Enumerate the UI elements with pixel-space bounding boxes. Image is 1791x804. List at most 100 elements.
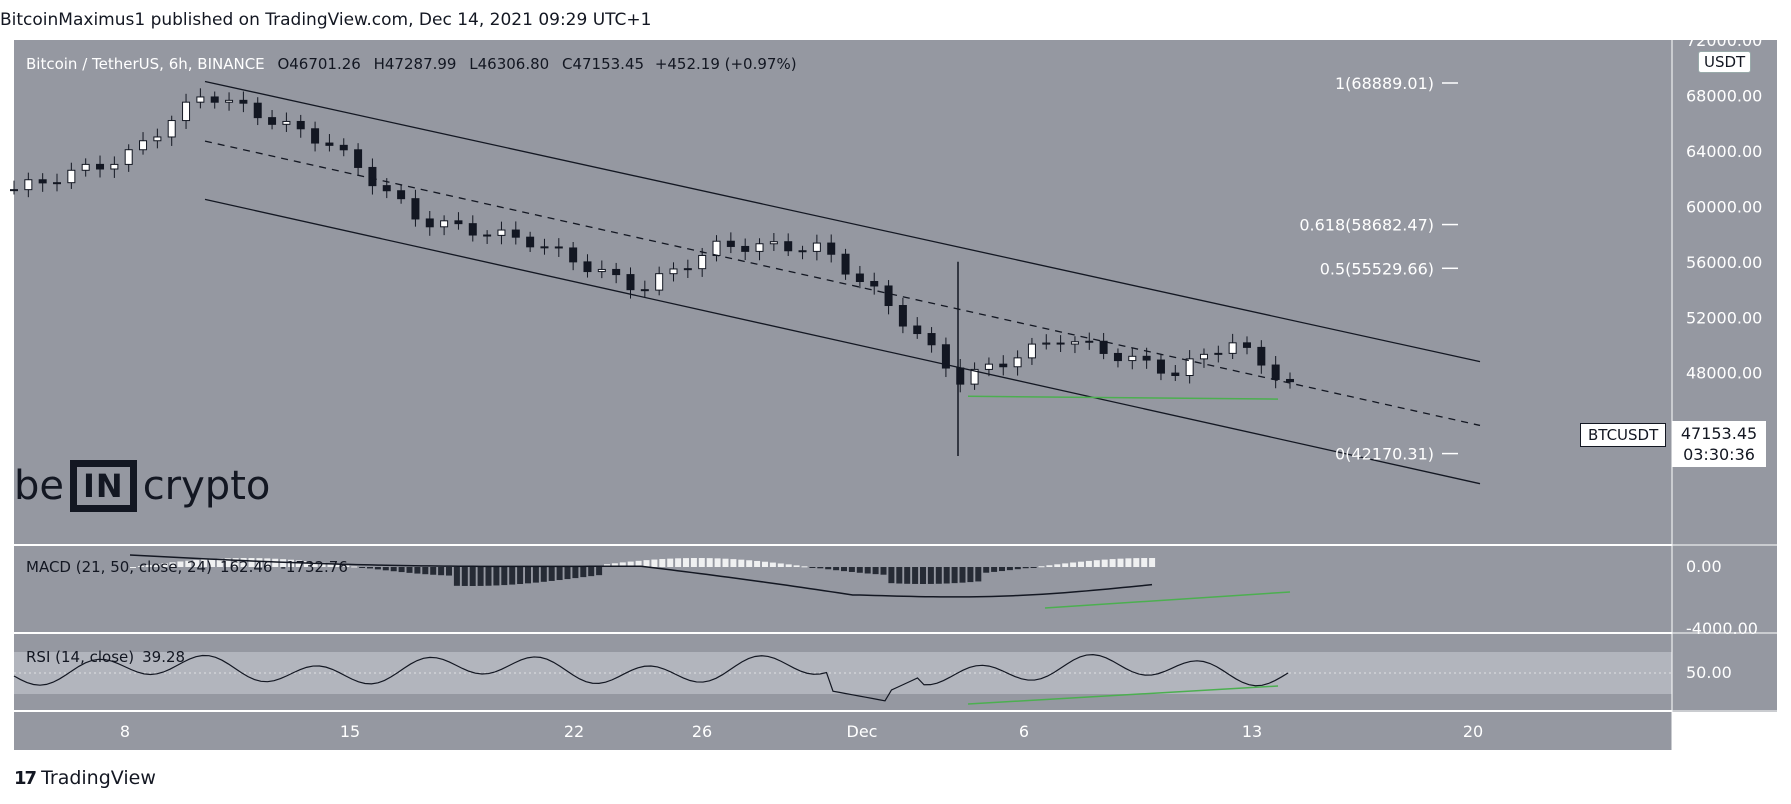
macd-histogram-bar	[817, 567, 824, 569]
bull-candle	[970, 368, 979, 385]
macd-histogram-bar	[1117, 558, 1124, 567]
price-tick-label: 56000.00	[1686, 253, 1762, 272]
macd-histogram-bar	[224, 558, 231, 567]
macd-histogram-bar	[651, 559, 658, 567]
beincrypto-watermark: be IN crypto	[14, 460, 270, 512]
bull-candle	[81, 163, 90, 171]
bear-candle	[354, 149, 363, 168]
macd-histogram-bar	[422, 567, 429, 575]
bull-candle	[1042, 342, 1051, 345]
macd-histogram-bar	[951, 567, 958, 584]
macd-histogram-bar	[920, 567, 926, 584]
rsi-value: 39.28	[142, 648, 186, 666]
bear-candle	[569, 247, 578, 263]
bull-candle	[1185, 358, 1194, 376]
candles	[10, 88, 1294, 456]
time-tick-label: 6	[1019, 722, 1029, 741]
macd-histogram-bar	[572, 567, 579, 579]
macd-plot: 0.00 -4000.00	[129, 554, 1758, 638]
macd-histogram-bar	[777, 563, 784, 567]
macd-histogram-bar	[193, 560, 200, 567]
macd-histogram-bar	[382, 567, 389, 571]
macd-histogram-bar	[643, 560, 650, 567]
bear-candle	[454, 220, 463, 225]
macd-histogram-bar	[469, 567, 476, 586]
price-tick-label: 48000.00	[1686, 364, 1762, 383]
macd-histogram-bar	[374, 567, 381, 570]
macd-histogram-bar	[785, 564, 792, 567]
macd-histogram-bar	[280, 559, 287, 567]
macd-histogram-bar	[1046, 565, 1053, 567]
low-label: L	[469, 55, 478, 73]
bear-candle	[253, 102, 262, 119]
macd-histogram-bar	[1101, 559, 1108, 567]
macd-histogram-bar	[1125, 558, 1132, 567]
bear-candle	[339, 144, 348, 151]
price-tick-label: 52000.00	[1686, 308, 1762, 327]
bull-candle	[139, 140, 148, 151]
macd-histogram-bar	[833, 567, 840, 571]
channel-mid-line	[204, 140, 1481, 427]
currency-badge[interactable]: USDT	[1698, 51, 1752, 73]
bear-candle	[1113, 352, 1122, 362]
bear-candle	[1242, 342, 1251, 348]
macd-histogram-bar	[841, 567, 847, 572]
brand-left: be	[14, 463, 64, 509]
macd-histogram-bar	[927, 567, 934, 584]
macd-histogram-bar	[762, 561, 768, 567]
macd-histogram-bar	[509, 567, 516, 585]
macd-histogram-bar	[880, 567, 887, 575]
macd-histogram-bar	[722, 558, 729, 567]
bear-candle	[999, 363, 1008, 368]
bull-candle	[1199, 353, 1208, 360]
tradingview-text: TradingView	[41, 767, 156, 789]
macd-histogram-bar	[904, 567, 911, 584]
tradingview-logo[interactable]: 17 TradingView	[14, 767, 156, 789]
bear-candle	[927, 333, 936, 346]
macd-histogram-bar	[588, 567, 595, 577]
macd-histogram-bar	[256, 558, 263, 567]
bear-candle	[540, 246, 549, 249]
macd-histogram-bar	[1030, 567, 1037, 568]
bear-candle	[311, 128, 320, 144]
price-tick-label: 72000.00	[1686, 31, 1762, 50]
bull-candle	[497, 229, 506, 236]
bull-candle	[124, 149, 133, 165]
macd-histogram-bar	[406, 567, 413, 573]
macd-histogram-bar	[201, 559, 208, 567]
macd-histogram-bar	[327, 563, 334, 567]
publisher-line: BitcoinMaximus1 published on TradingView…	[0, 10, 652, 30]
macd-histogram-bar	[856, 567, 863, 573]
macd-histogram-bar	[525, 567, 531, 584]
macd-histogram-bar	[153, 564, 160, 567]
time-axis-bg	[14, 712, 1672, 750]
macd-histogram-bar	[367, 567, 373, 569]
macd-histogram-bar	[517, 567, 524, 585]
bear-candle	[1257, 346, 1266, 366]
macd-histogram-bar	[477, 567, 484, 586]
macd-histogram-bar	[825, 567, 832, 570]
bull-candle	[53, 182, 62, 185]
macd-histogram-bar	[556, 567, 563, 581]
time-tick-label: 13	[1242, 722, 1262, 741]
channel-lower-line	[204, 198, 1481, 485]
bear-candle	[841, 253, 850, 275]
bull-candle	[655, 273, 664, 291]
macd-histogram-bar	[730, 559, 737, 567]
brand-right: crypto	[142, 463, 271, 509]
bull-candle	[597, 268, 606, 273]
bull-candle	[67, 169, 76, 184]
macd-histogram-bar	[130, 567, 136, 568]
high-label: H	[373, 55, 385, 73]
bear-candle	[483, 234, 492, 237]
macd-histogram-bar	[1006, 567, 1013, 571]
bear-candle	[468, 223, 477, 236]
macd-histogram-bar	[438, 567, 445, 576]
macd-histogram-bar	[501, 567, 508, 586]
macd-histogram-bar	[177, 561, 184, 567]
macd-histogram-bar	[611, 563, 618, 567]
bear-candle	[1142, 355, 1151, 361]
bull-candle	[669, 268, 678, 275]
time-tick-label: 8	[120, 722, 130, 741]
